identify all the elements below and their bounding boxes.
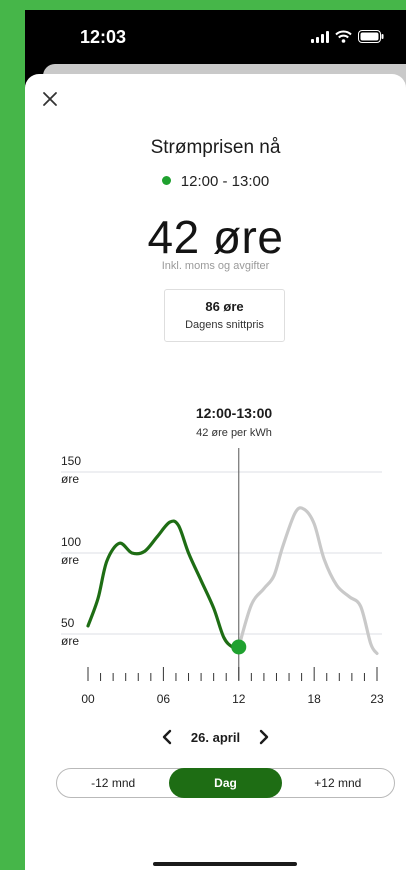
date-label: 26. april (190, 729, 241, 745)
chevron-right-icon (259, 729, 269, 745)
average-price-label: Dagens snittpris (185, 319, 264, 331)
cellular-signal-icon (311, 31, 329, 43)
date-navigation: 26. april (25, 725, 406, 749)
period-segmented-control: -12 mnd Dag +12 mnd (56, 768, 395, 798)
series-line-future (237, 506, 379, 656)
close-button[interactable] (39, 88, 61, 110)
x-tick-label: 18 (307, 692, 321, 706)
live-dot-icon (161, 176, 171, 185)
y-tick-label: 100 (61, 535, 81, 549)
page-title: Strømprisen nå (150, 137, 281, 158)
status-bar: 12:03 (25, 10, 406, 65)
x-tick-label: 06 (157, 692, 171, 706)
current-interval: 12:00 - 13:00 (25, 173, 406, 190)
selected-interval: 12:00-13:00 (195, 405, 273, 421)
x-tick-label: 00 (81, 692, 95, 706)
x-tick-label: 12 (232, 692, 246, 706)
average-price-value: 86 øre (205, 299, 244, 314)
segment-plus-12-months[interactable]: +12 mnd (314, 776, 362, 790)
status-icons (311, 30, 384, 43)
average-price-card: 86 øre Dagens snittpris (164, 289, 285, 342)
price-chart[interactable]: 150 øre 100 øre 50 øre 00 06 12 18 23 (25, 445, 406, 715)
y-tick-label: 150 (61, 454, 81, 468)
next-day-button[interactable] (254, 727, 274, 747)
y-tick-unit: øre (61, 553, 79, 567)
segment-minus-12-months[interactable]: -12 mnd (91, 776, 136, 790)
series-line-past (86, 519, 241, 650)
selected-point-marker (231, 639, 247, 655)
status-time: 12:03 (80, 27, 127, 47)
selected-price: 42 øre per kWh (196, 427, 272, 439)
price-note: Inkl. moms og avgifter (161, 260, 270, 272)
wifi-icon (335, 30, 352, 43)
phone-screen: 12:03 Strømprisen nå 12:00 - 13:00 42 ø (25, 10, 406, 870)
y-tick-unit: øre (61, 472, 79, 486)
battery-icon (358, 30, 384, 43)
current-price: 42 øre (147, 211, 284, 263)
home-indicator (153, 862, 297, 866)
previous-day-button[interactable] (157, 727, 177, 747)
chevron-left-icon (162, 729, 172, 745)
segment-day[interactable]: Dag (169, 768, 282, 798)
y-tick-label: 50 (61, 616, 75, 630)
close-icon (43, 92, 57, 106)
x-tick-label: 23 (370, 692, 384, 706)
current-interval-label: 12:00 - 13:00 (180, 173, 270, 190)
y-tick-unit: øre (61, 634, 79, 648)
